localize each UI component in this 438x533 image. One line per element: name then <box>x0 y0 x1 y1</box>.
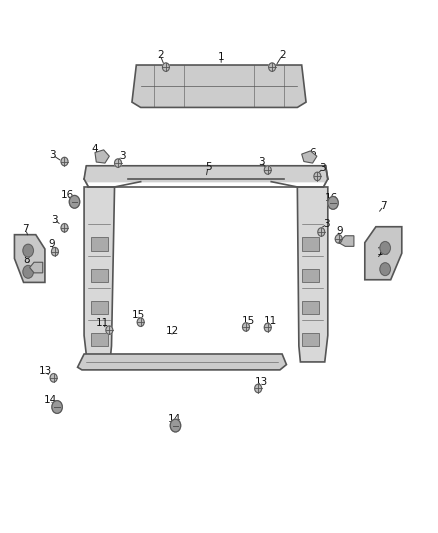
Text: 3: 3 <box>258 157 265 166</box>
Circle shape <box>254 384 261 393</box>
Polygon shape <box>297 187 328 362</box>
Circle shape <box>61 223 68 232</box>
Bar <box>91 333 108 346</box>
Text: 3: 3 <box>119 151 126 161</box>
Circle shape <box>69 196 80 208</box>
Circle shape <box>380 263 390 276</box>
Bar <box>91 237 108 251</box>
Polygon shape <box>30 262 43 273</box>
Polygon shape <box>78 354 286 370</box>
Text: 1: 1 <box>218 52 225 62</box>
Text: 16: 16 <box>325 192 338 203</box>
Circle shape <box>264 323 271 332</box>
Text: 3: 3 <box>51 215 58 225</box>
Polygon shape <box>365 227 402 280</box>
Bar <box>302 237 319 251</box>
Circle shape <box>335 235 342 243</box>
Circle shape <box>268 63 276 71</box>
Circle shape <box>264 166 271 174</box>
Circle shape <box>23 244 33 257</box>
Text: 2: 2 <box>157 51 163 60</box>
Text: 16: 16 <box>61 190 74 200</box>
Bar <box>302 269 319 282</box>
Text: 9: 9 <box>337 226 343 236</box>
Text: 4: 4 <box>92 144 98 154</box>
Circle shape <box>52 401 62 414</box>
Text: 8: 8 <box>23 255 30 264</box>
Text: 3: 3 <box>324 219 330 229</box>
Circle shape <box>137 318 144 326</box>
Bar <box>91 301 108 314</box>
Text: 11: 11 <box>96 318 109 328</box>
Circle shape <box>106 326 113 334</box>
Text: 7: 7 <box>380 201 387 211</box>
Circle shape <box>61 157 68 166</box>
Circle shape <box>380 241 390 254</box>
Circle shape <box>162 63 170 71</box>
Polygon shape <box>84 187 115 362</box>
Polygon shape <box>132 65 306 108</box>
Text: 3: 3 <box>49 150 56 160</box>
Bar <box>302 333 319 346</box>
Polygon shape <box>84 166 328 187</box>
Circle shape <box>50 374 57 382</box>
Text: 3: 3 <box>319 164 326 173</box>
Text: 11: 11 <box>264 316 277 326</box>
Text: 9: 9 <box>48 239 55 249</box>
Circle shape <box>328 197 338 209</box>
Bar <box>91 269 108 282</box>
Text: 5: 5 <box>205 162 212 172</box>
Bar <box>302 301 319 314</box>
Text: 7: 7 <box>22 224 28 235</box>
Text: 15: 15 <box>242 316 255 326</box>
Text: 2: 2 <box>279 51 286 60</box>
Circle shape <box>23 265 33 278</box>
Text: 12: 12 <box>166 326 179 336</box>
Circle shape <box>51 247 58 256</box>
Circle shape <box>314 172 321 181</box>
Circle shape <box>115 159 121 167</box>
Text: 10: 10 <box>377 247 390 257</box>
Text: 15: 15 <box>132 310 145 320</box>
Polygon shape <box>95 150 110 163</box>
Text: 6: 6 <box>309 148 316 158</box>
Circle shape <box>170 419 181 432</box>
Text: 13: 13 <box>255 376 268 386</box>
Polygon shape <box>339 236 354 246</box>
Text: 14: 14 <box>168 414 181 424</box>
Text: 14: 14 <box>43 395 57 405</box>
Polygon shape <box>302 151 317 163</box>
Circle shape <box>243 322 250 331</box>
Text: 13: 13 <box>39 367 53 376</box>
Polygon shape <box>14 235 45 282</box>
Circle shape <box>318 228 325 236</box>
